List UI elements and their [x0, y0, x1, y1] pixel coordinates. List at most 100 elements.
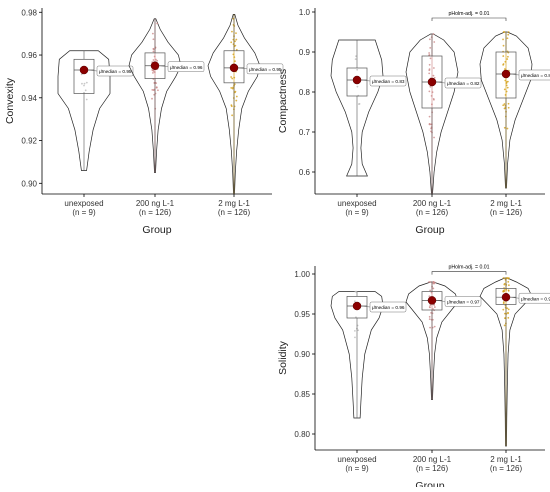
compactness-median-label-box	[518, 69, 550, 81]
compactness-median-label-box	[444, 77, 482, 89]
solidity-x-tick-n-label: (n = 126)	[490, 464, 523, 473]
compactness-jitter-point	[502, 104, 505, 107]
solidity-jitter-point	[433, 304, 436, 306]
convexity-median-label-box	[246, 63, 284, 75]
compactness-median-point	[352, 75, 362, 85]
convexity-y-tick-label: 0.92	[21, 137, 37, 146]
compactness-x-tick-label: unexposed	[337, 199, 376, 208]
solidity-median-point	[352, 301, 362, 311]
solidity-jitter-point	[507, 284, 510, 287]
compactness-x-tick-n-label: (n = 9)	[345, 208, 369, 217]
compactness-jitter-point	[433, 136, 435, 139]
convexity-jitter-point	[230, 87, 233, 89]
compactness-jitter-point	[502, 55, 505, 57]
convexity-panel: 0.90 0.92 0.94 0.96 0.98 Convexity Group unexpo…	[4, 8, 284, 236]
compactness-median-point	[501, 69, 511, 79]
compactness-jitter-point	[428, 68, 431, 70]
compactness-median-point	[427, 77, 437, 87]
convexity-x-tick-n-label: (n = 126)	[139, 208, 172, 217]
compactness-jitter-point	[358, 102, 361, 105]
compactness-median-label-box	[369, 75, 407, 87]
convexity-median-connector	[87, 69, 98, 72]
solidity-jitter-point	[503, 283, 506, 286]
convexity-jitter-point	[155, 82, 158, 85]
solidity-y-tick-label: 1.00	[294, 270, 310, 279]
solidity-median-connector	[360, 305, 371, 308]
convexity-jitter-point	[231, 30, 233, 33]
compactness-jitter-point	[507, 102, 510, 105]
convexity-jitter-point	[235, 38, 238, 41]
compactness-jitter-point	[507, 33, 510, 36]
compactness-jitter-point	[502, 31, 505, 33]
compactness-violin	[330, 39, 384, 177]
solidity-jitter-point	[507, 311, 509, 314]
solidity-jitter-point	[502, 277, 505, 279]
compactness-significance-bracket	[431, 17, 507, 21]
compactness-jitter-point	[503, 103, 506, 105]
compactness-median-label: μ̂median = 0.82	[447, 81, 480, 86]
solidity-jitter-point	[429, 326, 431, 329]
solidity-x-tick-label: 2 mg L-1	[490, 455, 522, 464]
solidity-jitter-point	[507, 308, 510, 311]
solidity-median-label-box	[518, 292, 550, 304]
convexity-jitter-point	[81, 82, 83, 85]
solidity-jitter-point	[506, 307, 509, 310]
convexity-y-tick-label: 0.98	[21, 8, 37, 17]
solidity-y-axis-label: Solidity	[277, 340, 289, 375]
compactness-significance-label: pHolm-adj. = 0.01	[448, 11, 489, 17]
convexity-median-label: μ̂median = 0.95	[249, 67, 282, 72]
compactness-y-tick-label: 0.9	[299, 48, 311, 57]
solidity-median-connector	[435, 300, 446, 302]
solidity-jitter-point	[353, 300, 356, 303]
compactness-jitter-point	[428, 63, 431, 66]
solidity-median-label-box	[444, 296, 482, 307]
solidity-jitter-point	[432, 282, 435, 285]
compactness-jitter-point	[428, 72, 431, 75]
solidity-jitter-point	[503, 324, 506, 327]
convexity-x-axis-label: Group	[142, 224, 171, 236]
convexity-jitter-point	[235, 48, 238, 51]
compactness-jitter-point	[433, 76, 436, 79]
solidity-jitter-point	[429, 289, 432, 292]
compactness-jitter-point	[502, 38, 504, 41]
compactness-jitter-point	[356, 85, 359, 88]
solidity-jitter-point	[507, 277, 510, 279]
compactness-panel: 0.6 0.7 0.8 0.9 1.0 Compactness Group unexposed…	[277, 8, 550, 236]
convexity-violin	[57, 50, 111, 171]
convexity-median-point	[229, 63, 239, 73]
convexity-jitter-point	[85, 81, 88, 84]
solidity-x-axis-label: Group	[415, 480, 444, 487]
solidity-x-tick-n-label: (n = 9)	[345, 464, 369, 473]
convexity-median-label-box	[96, 65, 134, 77]
convexity-jitter-point	[231, 77, 234, 80]
compactness-x-tick-n-label: (n = 126)	[490, 208, 523, 217]
compactness-x-tick-label: 200 ng L-1	[413, 199, 452, 208]
convexity-median-label: μ̂median = 0.95	[99, 69, 132, 74]
compactness-jitter-point	[503, 107, 506, 110]
convexity-jitter-point	[157, 89, 159, 92]
solidity-median-label: μ̂median = 0.96	[372, 305, 405, 310]
convexity-y-tick-label: 0.96	[21, 51, 37, 60]
compactness-jitter-point	[432, 97, 435, 100]
convexity-jitter-point	[151, 32, 154, 35]
convexity-jitter-point	[151, 69, 154, 71]
compactness-jitter-point	[428, 115, 431, 118]
convexity-jitter-point	[152, 48, 155, 51]
convexity-x-tick-label: unexposed	[64, 199, 103, 208]
convexity-y-tick-label: 0.90	[21, 179, 37, 188]
convexity-jitter-point	[84, 89, 87, 92]
compactness-x-axis-label: Group	[415, 224, 444, 236]
solidity-jitter-point	[429, 281, 432, 283]
solidity-jitter-point	[357, 329, 360, 332]
solidity-jitter-point	[428, 295, 431, 298]
convexity-jitter-point	[231, 114, 234, 117]
compactness-jitter-point	[433, 41, 436, 43]
convexity-jitter-point	[156, 59, 159, 62]
convexity-jitter-point	[151, 88, 154, 91]
compactness-median-label: μ̂median = 0.84	[521, 73, 550, 78]
solidity-jitter-point	[429, 306, 431, 309]
compactness-jitter-point	[429, 46, 432, 49]
convexity-jitter-point	[235, 95, 238, 98]
convexity-jitter-point	[234, 90, 237, 93]
convexity-violin	[207, 14, 261, 195]
